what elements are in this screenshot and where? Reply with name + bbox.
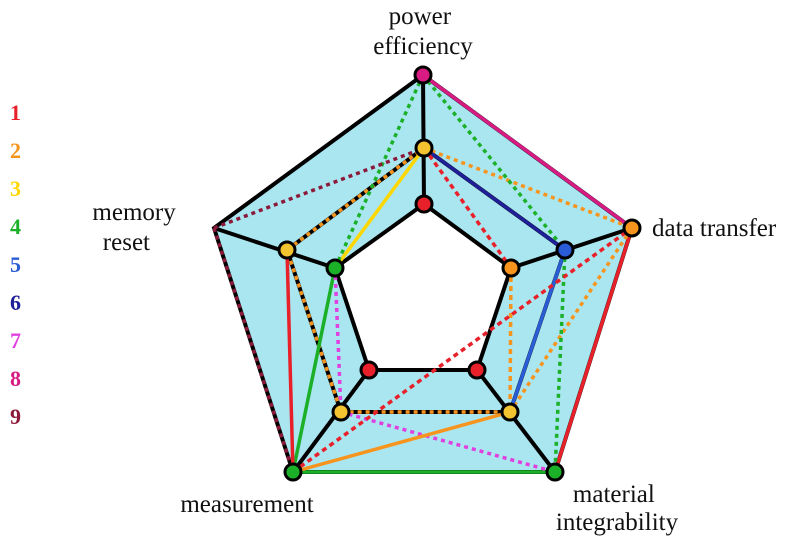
series-9-edge-b: [212, 227, 295, 473]
node-power-mid: [414, 138, 434, 158]
legend-item-7: 7: [10, 328, 21, 353]
inner-nodes: [325, 194, 521, 380]
node-memory-inner: [325, 258, 345, 278]
node-data-outer: [622, 218, 642, 238]
node-measurement-inner: [359, 360, 379, 380]
legend-item-6: 6: [10, 290, 21, 315]
series-4-edge-c: [333, 74, 425, 269]
node-data-inner: [501, 258, 521, 278]
label-data: data transfer: [652, 215, 777, 242]
legend-item-1: 1: [10, 100, 21, 125]
node-measurement-mid: [331, 402, 351, 422]
node-material-mid: [500, 402, 520, 422]
legend-item-5: 5: [10, 252, 21, 277]
mid-nodes: [277, 138, 575, 422]
series-lines: [212, 73, 635, 474]
series-2-edges: [284, 146, 635, 414]
node-material-inner: [467, 360, 487, 380]
series-4-edge-b: [291, 267, 337, 473]
label-material: material integrability: [556, 481, 679, 536]
label-measurement: measurement: [180, 491, 313, 518]
legend-item-4: 4: [10, 214, 21, 239]
series-9-edges: [213, 146, 425, 230]
series-1-edge: [553, 227, 634, 473]
inner-pentagon: [332, 201, 514, 372]
node-memory-mid: [277, 240, 297, 260]
series-5-edge: [508, 249, 567, 413]
label-memory: memory reset: [92, 199, 182, 256]
node-measurement-outer: [283, 462, 303, 482]
series-4-edge-d: [421, 73, 567, 252]
series-3-edge: [333, 146, 426, 270]
node-data-mid: [555, 240, 575, 260]
node-power-inner: [414, 194, 434, 214]
outer-nodes: [283, 65, 642, 482]
series-4-edge-e: [553, 249, 567, 473]
series-6-edge: [422, 146, 567, 252]
legend-item-3: 3: [10, 176, 21, 201]
legend-item-9: 9: [10, 404, 21, 429]
node-material-outer: [545, 462, 565, 482]
label-power: power efficiency: [373, 3, 473, 60]
legend-item-8: 8: [10, 366, 21, 391]
node-power-outer: [413, 65, 433, 85]
series-8-edge: [421, 73, 634, 230]
legend-item-2: 2: [10, 138, 21, 163]
legend: 1 2 3 4 5 6 7 8 9: [10, 100, 21, 429]
